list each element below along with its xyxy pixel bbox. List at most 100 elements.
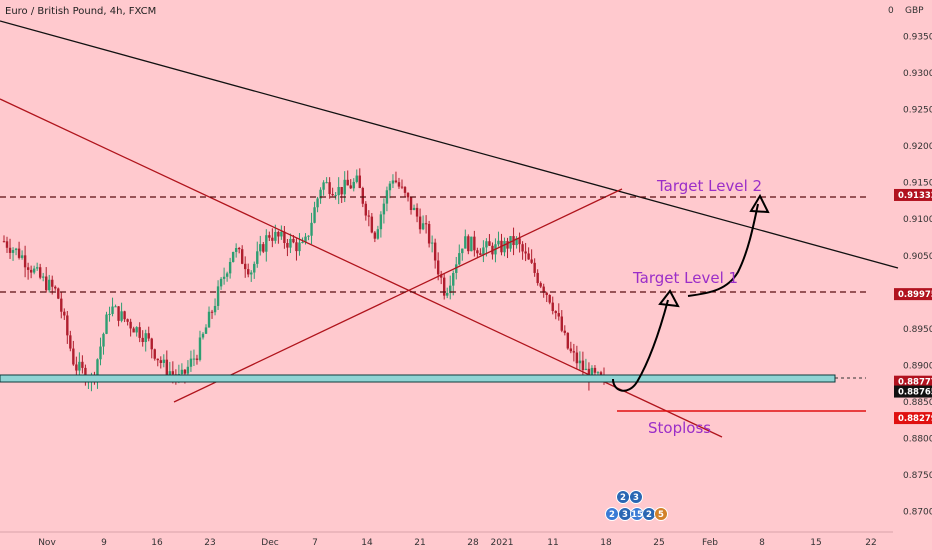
candle-body	[66, 315, 69, 336]
candle-body	[524, 251, 527, 254]
event-badge-count-5: 2	[646, 510, 652, 520]
candle-body	[545, 292, 548, 295]
candle-body	[349, 185, 352, 189]
candle-body	[11, 250, 15, 253]
candle-body	[23, 255, 27, 268]
price-badge-0	[894, 188, 932, 201]
x-tick-label-13: Feb	[702, 538, 718, 548]
candle-body	[590, 367, 594, 381]
event-badge-1[interactable]	[629, 490, 643, 504]
event-badge-count-6: 5	[658, 510, 664, 520]
candle-body	[542, 286, 545, 293]
candle-body	[114, 306, 117, 308]
annotation-target-level-1: Target Level 1	[632, 269, 738, 287]
candle-body	[575, 352, 579, 364]
candle-body	[231, 251, 235, 262]
candle-body	[485, 241, 488, 248]
projection-path-2	[687, 203, 759, 297]
candle-body	[96, 359, 99, 379]
candle-body	[75, 364, 78, 371]
candle-body	[283, 231, 286, 243]
candle-body	[277, 231, 280, 237]
candle-body	[415, 207, 419, 217]
candle-body	[69, 335, 72, 349]
event-badges[interactable]: 2 32 3 15 2 5	[605, 490, 668, 521]
candle-body	[126, 319, 129, 322]
candle-body	[183, 369, 187, 374]
candle-body	[599, 372, 603, 376]
candle-body	[563, 330, 567, 333]
time-axis[interactable]: Nov 9 16 23 Dec 7 14 21 28 2021 11 18 25 Feb 8 15 22	[38, 538, 877, 548]
candle-body	[105, 314, 108, 334]
candle-body	[201, 333, 205, 338]
event-badge-count-0: 2	[620, 493, 626, 503]
candle-body	[189, 358, 193, 367]
event-badge-count-4: 15	[631, 510, 643, 520]
candle-body	[256, 251, 259, 264]
candle-body	[551, 302, 554, 312]
candle-body	[144, 333, 147, 343]
candle-body	[458, 253, 461, 265]
candle-body	[132, 328, 135, 333]
support-zone-box	[0, 374, 836, 383]
candle-body	[168, 371, 172, 375]
candle-body	[337, 187, 340, 196]
candle-body	[219, 278, 223, 287]
price-badge-4	[894, 412, 932, 425]
x-tick-label-2: 16	[151, 538, 163, 548]
x-tick-label-6: 14	[361, 538, 373, 548]
projection-arrowhead-1	[658, 289, 680, 308]
candle-body	[210, 311, 214, 313]
candle-body	[566, 332, 570, 349]
candle-body	[572, 351, 576, 353]
candle-body	[99, 346, 102, 360]
candle-body	[443, 277, 446, 296]
candle-body	[427, 224, 431, 244]
candle-body	[2, 241, 6, 243]
x-tick-label-4: Dec	[261, 538, 278, 548]
candle-body	[244, 263, 247, 270]
event-badge-6[interactable]	[654, 507, 668, 521]
price-badge-label-0: 0.91332	[898, 191, 932, 201]
candle-body	[32, 268, 36, 273]
x-tick-label-9: 2021	[491, 538, 514, 548]
candle-body	[54, 286, 57, 289]
candle-body	[400, 186, 404, 188]
candle-body	[298, 242, 301, 252]
candle-body	[569, 348, 573, 352]
price-badge-2	[894, 375, 932, 388]
candle-body	[536, 272, 539, 284]
candle-body	[503, 241, 506, 253]
candle-body	[29, 269, 33, 273]
candle-body	[548, 294, 551, 303]
x-tick-label-7: 21	[414, 538, 425, 548]
candle-body	[186, 366, 190, 374]
candle-body	[385, 190, 389, 204]
price-badge-3	[894, 385, 932, 398]
candle-body	[461, 248, 464, 254]
candle-body	[192, 358, 196, 360]
candle-body	[213, 305, 217, 313]
currency-label: GBP	[905, 6, 924, 16]
candle-body	[35, 267, 39, 269]
annotation-stoploss: Stoploss	[648, 419, 711, 437]
ascending-support-line	[173, 188, 623, 403]
candle-body	[307, 235, 310, 237]
candle-body	[156, 358, 159, 361]
candle-body	[162, 359, 165, 363]
price-badge-label-3: 0.88765	[898, 388, 932, 398]
chart-title: Euro / British Pound, 4h, FXCM	[5, 6, 156, 17]
candle-body	[406, 192, 410, 198]
candle-body	[72, 348, 75, 365]
candle-body	[518, 238, 521, 245]
candle-body	[376, 229, 380, 239]
candle-body	[180, 369, 184, 375]
candle-body	[289, 238, 292, 248]
